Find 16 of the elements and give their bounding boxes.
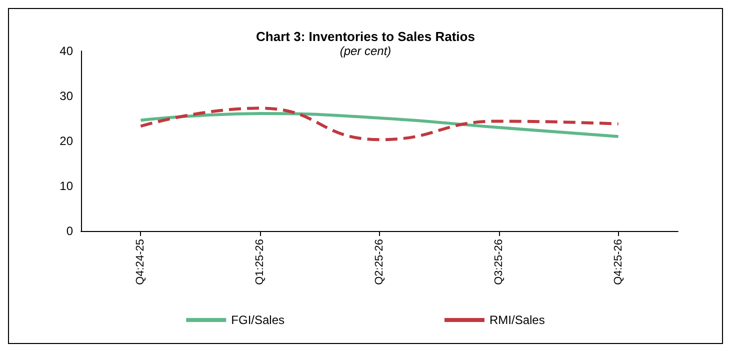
y-tick-label: 0	[66, 224, 74, 238]
x-tick-label: Q1:25-26	[254, 239, 266, 285]
x-tick-label: Q4:25-26	[612, 239, 624, 285]
legend-label: FGI/Sales	[231, 313, 285, 327]
legend-label: RMI/Sales	[490, 313, 545, 327]
x-tick-label: Q4:24-25	[134, 239, 147, 285]
x-tick-label: Q2:25-26	[374, 239, 386, 285]
y-tick-label: 30	[60, 89, 74, 103]
y-tick-label: 40	[60, 44, 74, 58]
line-series	[139, 106, 620, 142]
chart-subtitle: (per cent)	[340, 44, 392, 58]
chart-title: Chart 3: Inventories to Sales Ratios	[256, 29, 475, 44]
line-series	[139, 112, 620, 138]
y-tick-label: 10	[60, 179, 74, 193]
y-tick-label: 20	[60, 134, 74, 148]
x-tick-label: Q3:25-26	[492, 239, 505, 285]
